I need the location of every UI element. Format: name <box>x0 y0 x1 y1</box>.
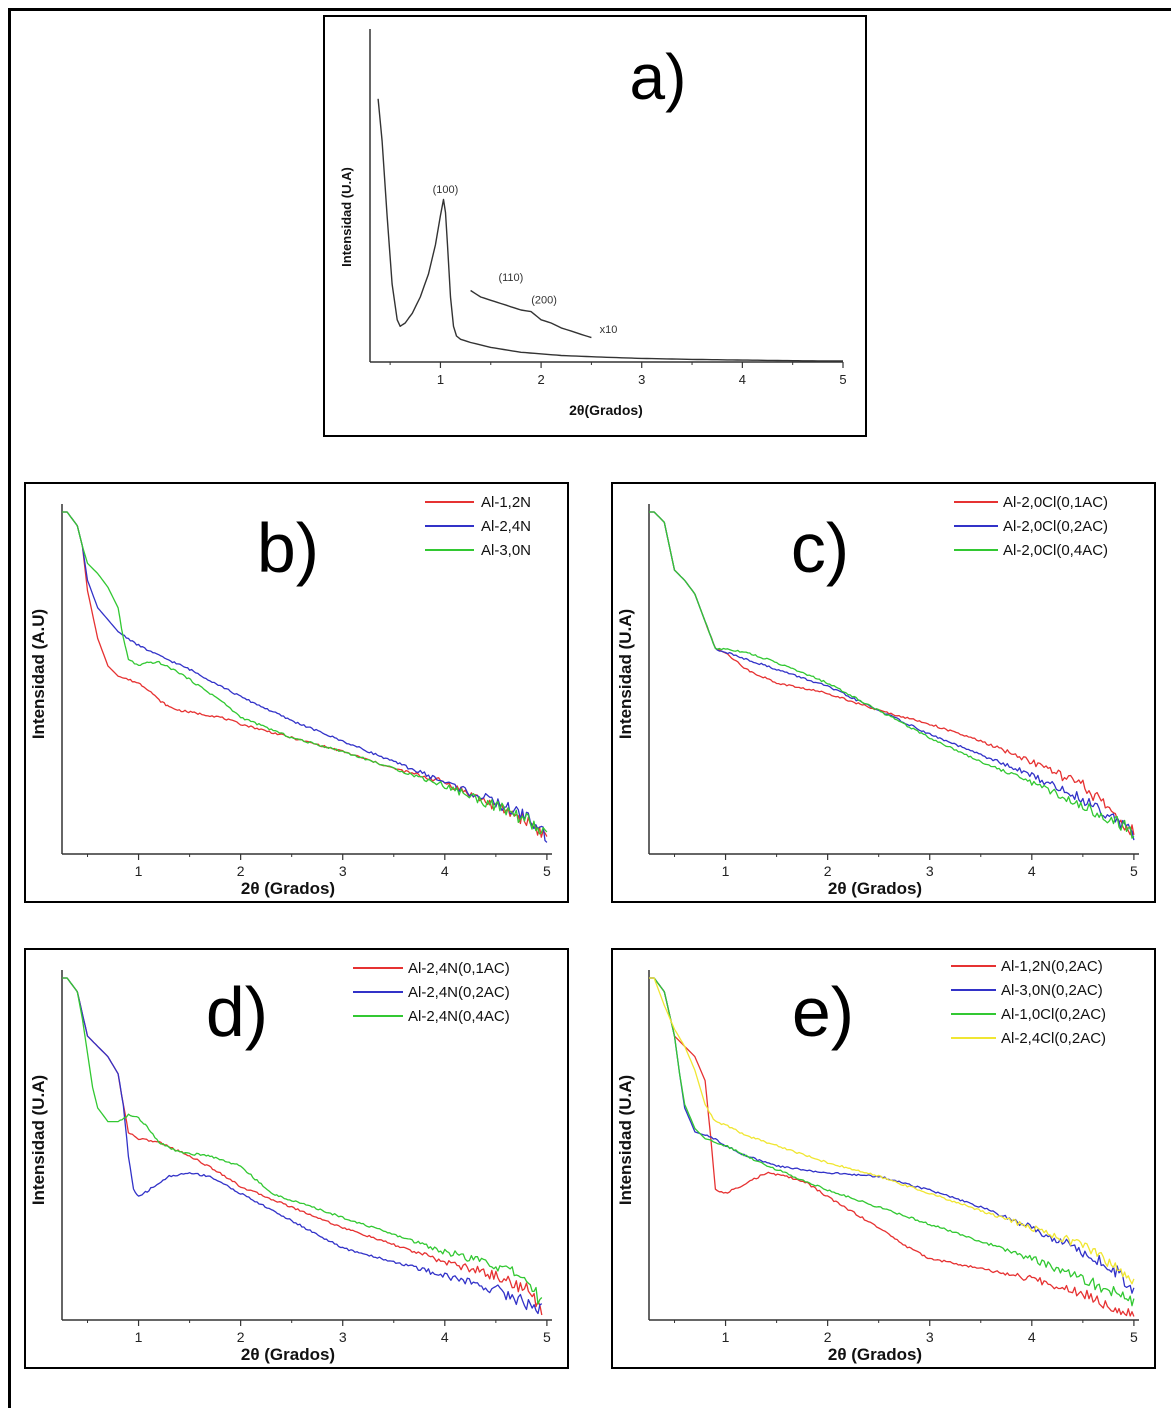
x-tick-label: 3 <box>339 1329 347 1345</box>
legend-label: Al-1,2N(0,2AC) <box>1001 958 1103 975</box>
y-axis-title: Intensidad (U.A) <box>29 1075 48 1205</box>
x-tick-label: 5 <box>543 1329 551 1345</box>
x-tick-label: 4 <box>441 1329 449 1345</box>
series-line-al-2-4cl-0-2ac- <box>649 977 1135 1285</box>
x-tick-label: 1 <box>722 863 730 879</box>
legend-label: Al-2,4N <box>481 518 531 535</box>
chart-d: 1 2 3 4 5 2θ (Grados) Intensidad (U.A) d) Al-2,4… <box>29 960 552 1364</box>
panel-label: b) <box>257 509 319 587</box>
x-tick-label: 2 <box>824 1329 832 1345</box>
series-line-al-3-0n <box>62 511 548 835</box>
x-tick-label: 3 <box>926 1329 934 1345</box>
panel-b: 1 2 3 4 5 2θ (Grados) Intensidad (A.U) b) Al-1,2… <box>24 482 569 903</box>
legend-label: Al-3,0N(0,2AC) <box>1001 982 1103 999</box>
x-axis-title: 2θ (Grados) <box>828 879 922 898</box>
legend-label: Al-1,0Cl(0,2AC) <box>1001 1006 1106 1023</box>
panel-label: d) <box>206 973 268 1051</box>
legend-label: Al-2,4Cl(0,2AC) <box>1001 1030 1106 1047</box>
series-line-al-2-0cl-0-1ac- <box>649 511 1135 836</box>
panel-label: e) <box>792 973 854 1051</box>
x-axis-title: 2θ (Grados) <box>828 1345 922 1364</box>
x-tick-label: 1 <box>135 1329 143 1345</box>
x-axis-title: 2θ(Grados) <box>569 402 643 418</box>
series-line-al-3-0n-0-2ac- <box>649 977 1135 1294</box>
chart-e: 1 2 3 4 5 2θ (Grados) Intensidad (U.A) e) Al-1,2… <box>616 958 1139 1364</box>
x-tick-label: 2 <box>824 863 832 879</box>
peak-annotation: (200) <box>531 295 557 307</box>
series-line-al-2-4n-0-1ac- <box>62 977 543 1316</box>
x-tick-label: 4 <box>739 372 746 387</box>
panel-a: 1 2 3 4 5 2θ(Grados) Intensidad (U.A) a) (100) (1… <box>323 15 867 437</box>
chart-a: 1 2 3 4 5 2θ(Grados) Intensidad (U.A) a) (100) (1… <box>339 29 847 418</box>
series-line-al-1-2n-0-2ac- <box>649 977 1135 1317</box>
x-tick-label: 4 <box>441 863 449 879</box>
y-axis-title: Intensidad (U.A) <box>616 1075 635 1205</box>
peak-annotation: (110) <box>498 272 523 284</box>
series-line-al-2-4n <box>62 511 548 843</box>
y-axis-title: Intensidad (U.A) <box>616 609 635 739</box>
y-axis-title: Intensidad (A.U) <box>29 609 48 739</box>
x-tick-label: 5 <box>1130 1329 1138 1345</box>
x-tick-label: 3 <box>339 863 347 879</box>
x-tick-label: 4 <box>1028 1329 1036 1345</box>
x-tick-label: 1 <box>437 372 444 387</box>
series-line-al-2-0cl-0-2ac- <box>649 511 1135 841</box>
panel-d: 1 2 3 4 5 2θ (Grados) Intensidad (U.A) d) Al-2,4… <box>24 948 569 1369</box>
series-line-al-2-4n-0-2ac- <box>62 977 543 1315</box>
x-tick-label: 1 <box>135 863 143 879</box>
x-tick-label: 3 <box>638 372 645 387</box>
x-tick-label: 2 <box>537 372 544 387</box>
legend-label: Al-2,4N(0,1AC) <box>408 960 510 977</box>
peak-annotation: x10 <box>600 324 618 336</box>
y-axis-title: Intensidad (U.A) <box>339 167 354 267</box>
legend-label: Al-2,0Cl(0,1AC) <box>1003 494 1108 511</box>
x-tick-label: 1 <box>722 1329 730 1345</box>
series-line-trace-0 <box>377 98 843 362</box>
x-tick-label: 5 <box>543 863 551 879</box>
legend-label: Al-3,0N <box>481 542 531 559</box>
x-tick-label: 2 <box>237 1329 245 1345</box>
legend-label: Al-2,4N(0,2AC) <box>408 984 510 1001</box>
x-tick-label: 5 <box>1130 863 1138 879</box>
x-tick-label: 2 <box>237 863 245 879</box>
peak-annotation: (100) <box>433 184 459 196</box>
x-tick-label: 5 <box>839 372 846 387</box>
legend-label: Al-2,0Cl(0,2AC) <box>1003 518 1108 535</box>
panel-label: c) <box>791 509 849 587</box>
legend-label: Al-2,0Cl(0,4AC) <box>1003 542 1108 559</box>
panel-label: a) <box>630 41 687 113</box>
x-axis-title: 2θ (Grados) <box>241 1345 335 1364</box>
panel-e: 1 2 3 4 5 2θ (Grados) Intensidad (U.A) e) Al-1,2… <box>611 948 1156 1369</box>
panel-c: 1 2 3 4 5 2θ (Grados) Intensidad (U.A) c) Al-2,0… <box>611 482 1156 903</box>
legend-label: Al-2,4N(0,4AC) <box>408 1008 510 1025</box>
chart-c: 1 2 3 4 5 2θ (Grados) Intensidad (U.A) c) Al-2,0… <box>616 494 1139 898</box>
series-line-al-2-0cl-0-4ac- <box>649 511 1135 839</box>
series-line-trace-1 <box>470 289 592 339</box>
x-tick-label: 3 <box>926 863 934 879</box>
x-axis-title: 2θ (Grados) <box>241 879 335 898</box>
chart-b: 1 2 3 4 5 2θ (Grados) Intensidad (A.U) b) Al-1,2… <box>29 494 552 898</box>
x-tick-label: 4 <box>1028 863 1036 879</box>
series-line-al-2-4n-0-4ac- <box>62 977 543 1305</box>
figure-frame <box>8 8 1171 1408</box>
legend-label: Al-1,2N <box>481 494 531 511</box>
series-line-al-1-0cl-0-2ac- <box>649 977 1135 1307</box>
